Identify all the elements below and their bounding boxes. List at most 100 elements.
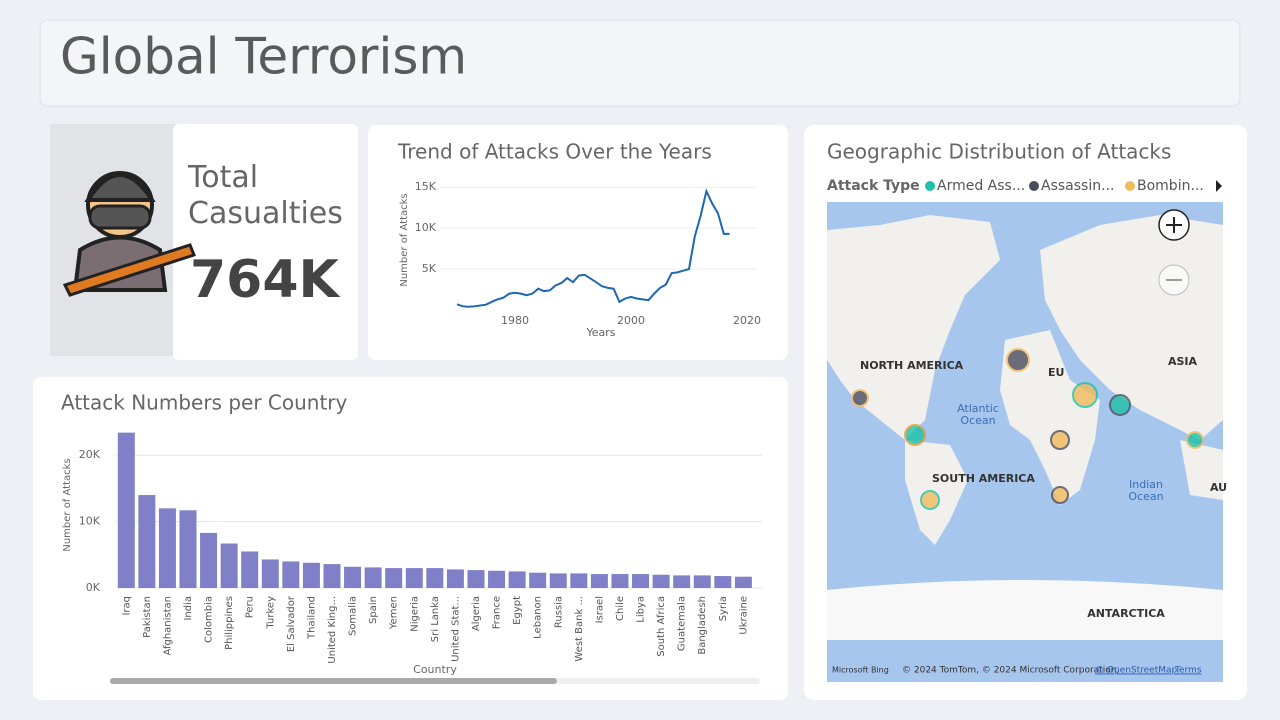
map-label: ANTARCTICA — [1087, 607, 1165, 620]
legend-marker — [1125, 181, 1135, 191]
line-series — [456, 188, 730, 308]
line-card — [368, 125, 788, 360]
y-tick-label: 15K — [415, 180, 437, 193]
line-title: Trend of Attacks Over the Years — [397, 140, 712, 164]
x-tick-label: Yemen — [389, 596, 400, 630]
map-attribution: Microsoft Bing — [832, 666, 889, 675]
x-tick-label: 1980 — [501, 314, 529, 327]
x-tick-label: United Stat... — [450, 596, 461, 662]
x-tick-label: Egypt — [512, 596, 523, 625]
map-label: AU — [1210, 481, 1227, 494]
y-tick-label: 20K — [79, 448, 101, 461]
map-label: NORTH AMERICA — [860, 359, 964, 372]
map — [827, 202, 1223, 682]
y-tick-label: 10K — [415, 221, 437, 234]
bar — [549, 573, 567, 588]
y-axis-title: Number of Attacks — [399, 193, 410, 286]
bar — [488, 570, 506, 588]
y-tick-label: 5K — [422, 262, 437, 275]
bar — [138, 495, 156, 588]
x-axis-title: Years — [585, 326, 615, 339]
x-tick-label: Lebanon — [533, 596, 544, 639]
bar — [590, 574, 608, 588]
bar — [426, 568, 444, 588]
legend-marker — [1029, 181, 1039, 191]
map-label: EU — [1048, 366, 1064, 379]
bar — [323, 564, 341, 588]
bar — [405, 568, 423, 588]
map-attribution: © OpenStreetMap — [1095, 666, 1178, 676]
bar — [179, 510, 197, 588]
x-tick-label: Bangladesh — [697, 596, 708, 655]
x-tick-label: Somalia — [348, 596, 359, 636]
legend-label: Bombin... — [1137, 178, 1204, 194]
kpi-card — [173, 124, 358, 360]
x-tick-label: Colombia — [204, 596, 215, 643]
bar — [714, 576, 732, 588]
legend-label: Armed Ass... — [937, 178, 1025, 194]
bar — [241, 551, 259, 588]
map-label: Indian — [1129, 478, 1163, 491]
page-title: Global Terrorism — [60, 28, 467, 86]
map-label: Atlantic — [957, 402, 999, 415]
kpi-label: Total Casualties — [188, 160, 343, 231]
x-tick-label: Turkey — [265, 596, 276, 630]
x-tick-label: Libya — [636, 596, 647, 623]
legend-title: Attack Type — [827, 178, 920, 194]
x-tick-label: Spain — [368, 596, 379, 624]
x-tick-label: Chile — [615, 596, 626, 621]
x-tick-label: South Africa — [656, 596, 667, 657]
y-axis-title: Number of Attacks — [62, 458, 73, 551]
x-tick-label: Nigeria — [409, 596, 420, 632]
bar — [261, 559, 279, 588]
bar — [673, 575, 691, 588]
x-tick-label: United King... — [327, 596, 338, 664]
scrollbar-thumb[interactable] — [110, 678, 557, 684]
map-label: Ocean — [1128, 490, 1163, 503]
x-tick-label: Philippines — [224, 596, 235, 650]
bar — [529, 572, 547, 588]
map-label: Ocean — [960, 414, 995, 427]
x-tick-label: Ukraine — [738, 596, 749, 635]
bar-card — [33, 377, 788, 700]
x-tick-label: Thailand — [306, 596, 317, 640]
x-tick-label: Algeria — [471, 596, 482, 631]
map-attribution: © 2024 TomTom, © 2024 Microsoft Corporat… — [902, 666, 1119, 676]
bar — [344, 566, 362, 588]
legend-marker — [925, 181, 935, 191]
bar — [282, 561, 300, 588]
bar — [570, 573, 588, 588]
x-tick-label: Syria — [718, 596, 729, 621]
x-axis-title: Country — [413, 663, 457, 676]
x-tick-label: Russia — [553, 596, 564, 628]
x-tick-label: Israel — [594, 596, 605, 623]
x-tick-label: Guatemala — [677, 596, 688, 651]
bar — [508, 571, 526, 588]
x-tick-label: Sri Lanka — [430, 596, 441, 642]
bar — [632, 574, 650, 588]
bar — [302, 562, 320, 588]
legend-label: Assassin... — [1041, 178, 1114, 194]
x-tick-label: El Salvador — [286, 595, 297, 652]
bar — [734, 576, 752, 588]
x-tick-label: India — [183, 596, 194, 621]
x-tick-label: 2000 — [617, 314, 645, 327]
bar — [652, 574, 670, 588]
x-tick-label: Pakistan — [142, 596, 153, 638]
header-card — [39, 19, 1241, 107]
x-tick-label: Iraq — [121, 596, 132, 616]
bar — [220, 543, 238, 588]
bar — [158, 508, 176, 588]
bar-title: Attack Numbers per Country — [61, 391, 348, 415]
bar — [385, 568, 403, 588]
bar — [611, 574, 629, 588]
y-tick-label: 0K — [86, 581, 101, 594]
bar — [364, 567, 382, 588]
x-tick-label: West Bank ... — [574, 596, 585, 662]
legend-next[interactable] — [1216, 180, 1222, 192]
map-attribution: Terms — [1174, 666, 1202, 676]
bar — [693, 575, 711, 588]
x-tick-label: France — [492, 596, 503, 629]
map-label: ASIA — [1168, 355, 1198, 368]
